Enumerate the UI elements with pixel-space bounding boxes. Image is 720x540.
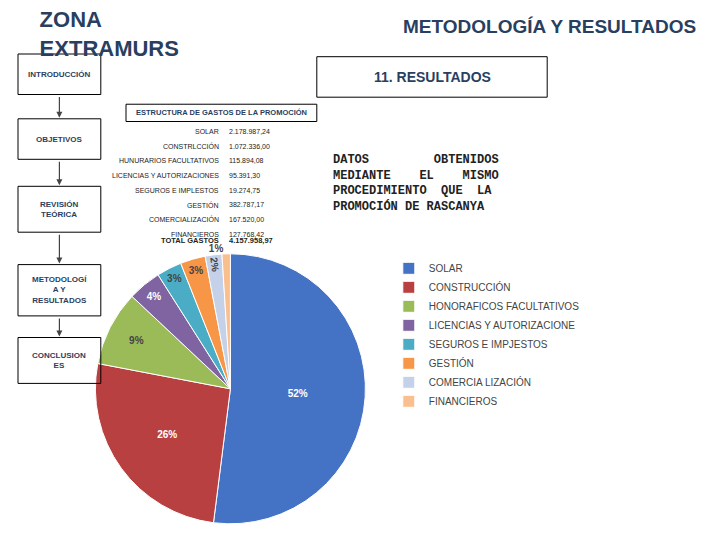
svg-text:ESTRUCTURA DE GASTOS DE LA PRO: ESTRUCTURA DE GASTOS DE LA PROMOCIÓN xyxy=(136,108,307,117)
svg-text:SEGUROS E IMPJESTOS: SEGUROS E IMPJESTOS xyxy=(429,339,548,350)
svg-text:52%: 52% xyxy=(288,388,308,399)
svg-text:COMERCIA LIZACIÓN: COMERCIA LIZACIÓN xyxy=(429,376,531,388)
svg-text:REVISIÓNTEÓRICA: REVISIÓNTEÓRICA xyxy=(40,200,78,219)
svg-text:SOLAR: SOLAR xyxy=(429,263,463,274)
svg-text:2.178.987,24: 2.178.987,24 xyxy=(229,128,270,135)
svg-text:ZONAEXTRAMURS: ZONAEXTRAMURS xyxy=(40,7,179,61)
svg-text:HUNURARIOS FACULTATIVOS: HUNURARIOS FACULTATIVOS xyxy=(119,157,219,164)
svg-text:METODOLOGÍA YRESULTADOS: METODOLOGÍA YRESULTADOS xyxy=(32,275,87,305)
svg-text:TOTAL GASTOS: TOTAL GASTOS xyxy=(161,236,219,245)
svg-text:115.894,08: 115.894,08 xyxy=(229,157,264,164)
svg-text:INTRODUCCIÓN: INTRODUCCIÓN xyxy=(28,70,90,79)
svg-text:4.157.958,97: 4.157.958,97 xyxy=(229,236,273,245)
svg-text:FINANCIEROS: FINANCIEROS xyxy=(429,396,498,407)
svg-text:LICENCIAS Y AUTORIZACIONES: LICENCIAS Y AUTORIZACIONES xyxy=(112,172,219,179)
svg-text:CONSTRUCCIÓN: CONSTRUCCIÓN xyxy=(429,281,511,293)
svg-text:382.787,17: 382.787,17 xyxy=(229,201,264,208)
svg-text:SOLAR: SOLAR xyxy=(195,128,219,135)
svg-text:9%: 9% xyxy=(129,335,144,346)
svg-text:HONORAFICOS FACULTATIVOS: HONORAFICOS FACULTATIVOS xyxy=(429,301,579,312)
svg-text:3%: 3% xyxy=(167,273,182,284)
svg-text:167.520,00: 167.520,00 xyxy=(229,216,264,223)
svg-text:GESTIÓN: GESTIÓN xyxy=(429,357,474,369)
svg-text:GESTIÓN: GESTIÓN xyxy=(187,201,219,209)
svg-text:4%: 4% xyxy=(147,291,162,302)
svg-text:19.274,75: 19.274,75 xyxy=(229,187,260,194)
svg-text:1.072.336,00: 1.072.336,00 xyxy=(229,143,270,150)
svg-text:95.391,30: 95.391,30 xyxy=(229,172,260,179)
svg-text:3%: 3% xyxy=(189,265,204,276)
svg-text:CONCLUSIONES: CONCLUSIONES xyxy=(32,351,86,370)
svg-text:127.768,42: 127.768,42 xyxy=(229,231,264,238)
svg-text:OBJETIVOS: OBJETIVOS xyxy=(36,135,82,144)
svg-text:COMERCIALIZACIÓN: COMERCIALIZACIÓN xyxy=(149,215,219,223)
svg-text:DATOS OBTENIDOSMEDIANT: DATOS OBTENIDOSMEDIANTE EL MISMOPROCEDIM… xyxy=(333,153,499,214)
svg-text:METODOLOGÍA Y RESULTADOS: METODOLOGÍA Y RESULTADOS xyxy=(403,16,696,37)
svg-text:2%: 2% xyxy=(208,257,221,273)
svg-text:FINANCIEROS: FINANCIEROS xyxy=(171,231,219,238)
svg-text:LICENCIAS Y AUTORIZACIONE: LICENCIAS Y AUTORIZACIONE xyxy=(429,320,575,331)
svg-text:11. RESULTADOS: 11. RESULTADOS xyxy=(374,69,491,85)
svg-text:1%: 1% xyxy=(209,243,224,254)
svg-text:CONSTRLCCIÓN: CONSTRLCCIÓN xyxy=(163,142,219,150)
svg-text:26%: 26% xyxy=(157,429,177,440)
svg-text:SEGUROS E IMPLESTOS: SEGUROS E IMPLESTOS xyxy=(135,187,219,194)
